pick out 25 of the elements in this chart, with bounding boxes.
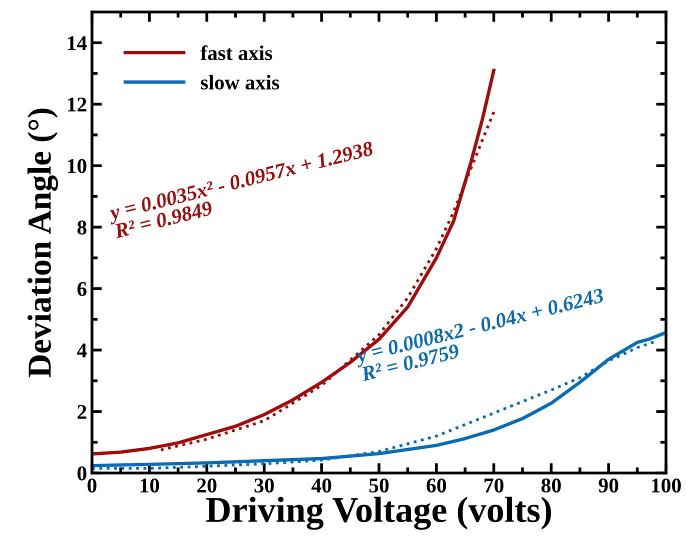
y-tick-label: 10 [68,159,86,174]
annotation: y = 0.0008x2 - 0.04x + 0.6243 R² = 0.9759 [354,288,606,382]
x-tick-label: 100 [652,478,681,493]
x-tick-label: 60 [426,478,446,493]
x-axis-title: Driving Voltage (volts) [206,496,551,530]
x-tick-label: 70 [484,478,504,493]
legend-label: slow axis [200,74,280,90]
y-tick-label: 12 [68,98,86,112]
x-tick-label: 0 [88,478,96,493]
annotation: y = 0.0035x² - 0.0957x + 1.2938 R² = 0.9849 [106,141,376,238]
x-tick-label: 50 [369,478,389,493]
y-tick-label: 4 [77,344,87,358]
x-tick-label: 90 [598,478,618,493]
x-tick-label: 30 [254,478,274,493]
x-tick-label: 80 [541,478,561,493]
x-tick-label: 40 [311,478,332,493]
legend-label: fast axis [200,45,272,60]
y-tick-label: 14 [68,36,87,50]
y-tick-label: 6 [77,282,87,296]
x-tick-label: 20 [197,478,216,493]
y-tick-label: 0 [78,466,86,480]
y-axis-title: Deviation Angle (°) [27,108,58,378]
y-tick-label: 8 [77,220,86,235]
y-tick-label: 2 [78,404,86,419]
x-tick-label: 10 [140,478,160,493]
